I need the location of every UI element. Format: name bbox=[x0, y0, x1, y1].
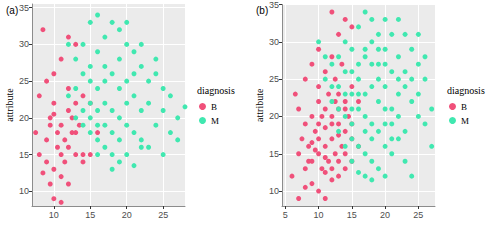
svg-text:20: 20 bbox=[122, 210, 132, 220]
svg-text:M: M bbox=[461, 116, 469, 126]
svg-text:15: 15 bbox=[19, 150, 29, 160]
svg-text:30: 30 bbox=[269, 37, 279, 47]
svg-text:15: 15 bbox=[347, 210, 357, 220]
svg-text:(a): (a) bbox=[6, 5, 18, 16]
svg-text:diagnosis: diagnosis bbox=[447, 85, 485, 96]
svg-text:15: 15 bbox=[269, 149, 279, 159]
svg-text:25: 25 bbox=[413, 210, 423, 220]
svg-text:(b): (b) bbox=[256, 5, 268, 16]
svg-text:25: 25 bbox=[19, 76, 29, 86]
svg-text:10: 10 bbox=[269, 186, 279, 196]
svg-text:35: 35 bbox=[269, 0, 279, 10]
svg-text:B: B bbox=[211, 102, 217, 112]
svg-text:10: 10 bbox=[19, 186, 29, 196]
svg-text:20: 20 bbox=[19, 113, 29, 123]
svg-text:M: M bbox=[211, 116, 219, 126]
svg-text:35: 35 bbox=[19, 3, 29, 13]
svg-text:5: 5 bbox=[283, 210, 288, 220]
svg-text:20: 20 bbox=[269, 111, 279, 121]
svg-text:20: 20 bbox=[380, 210, 390, 220]
svg-text:30: 30 bbox=[19, 39, 29, 49]
svg-text:15: 15 bbox=[85, 210, 95, 220]
svg-text:B: B bbox=[461, 102, 467, 112]
svg-text:25: 25 bbox=[269, 74, 279, 84]
svg-text:10: 10 bbox=[314, 210, 324, 220]
svg-text:attribute: attribute bbox=[254, 88, 265, 122]
svg-text:diagnosis: diagnosis bbox=[197, 85, 235, 96]
svg-text:10: 10 bbox=[49, 210, 59, 220]
svg-text:attribute: attribute bbox=[4, 88, 15, 122]
svg-text:25: 25 bbox=[158, 210, 168, 220]
